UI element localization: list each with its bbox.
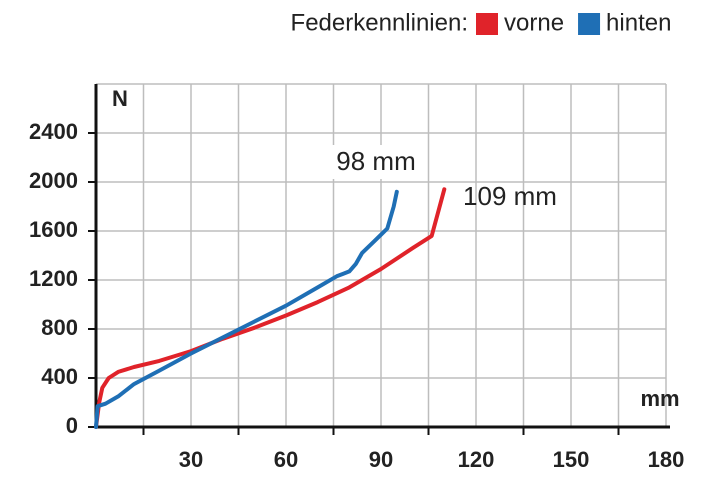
annotation: 98 mm	[336, 146, 415, 176]
legend-label: hinten	[606, 9, 671, 36]
y-tick-label: 1600	[29, 217, 78, 242]
legend-swatch	[476, 13, 498, 35]
y-tick-label: 2000	[29, 168, 78, 193]
x-tick-label: 90	[369, 447, 393, 472]
x-tick-label: 120	[458, 447, 495, 472]
y-tick-label: 400	[41, 364, 78, 389]
legend-title: Federkennlinien:	[291, 9, 468, 36]
series-line	[94, 189, 399, 429]
x-axis-label: mm	[640, 386, 679, 411]
legend-label: vorne	[504, 9, 564, 36]
series-line	[94, 187, 447, 429]
x-tick-label: 150	[553, 447, 590, 472]
y-tick-label: 0	[66, 413, 78, 438]
annotation: 109 mm	[463, 181, 557, 211]
annotation-box	[330, 145, 422, 179]
x-tick-label: 30	[179, 447, 203, 472]
x-tick-label: 60	[274, 447, 298, 472]
x-tick-label: 180	[648, 447, 685, 472]
legend-swatch	[578, 13, 601, 35]
y-axis-label: N	[112, 86, 128, 111]
y-tick-label: 2400	[29, 119, 78, 144]
y-tick-label: 800	[41, 315, 78, 340]
y-tick-label: 1200	[29, 266, 78, 291]
